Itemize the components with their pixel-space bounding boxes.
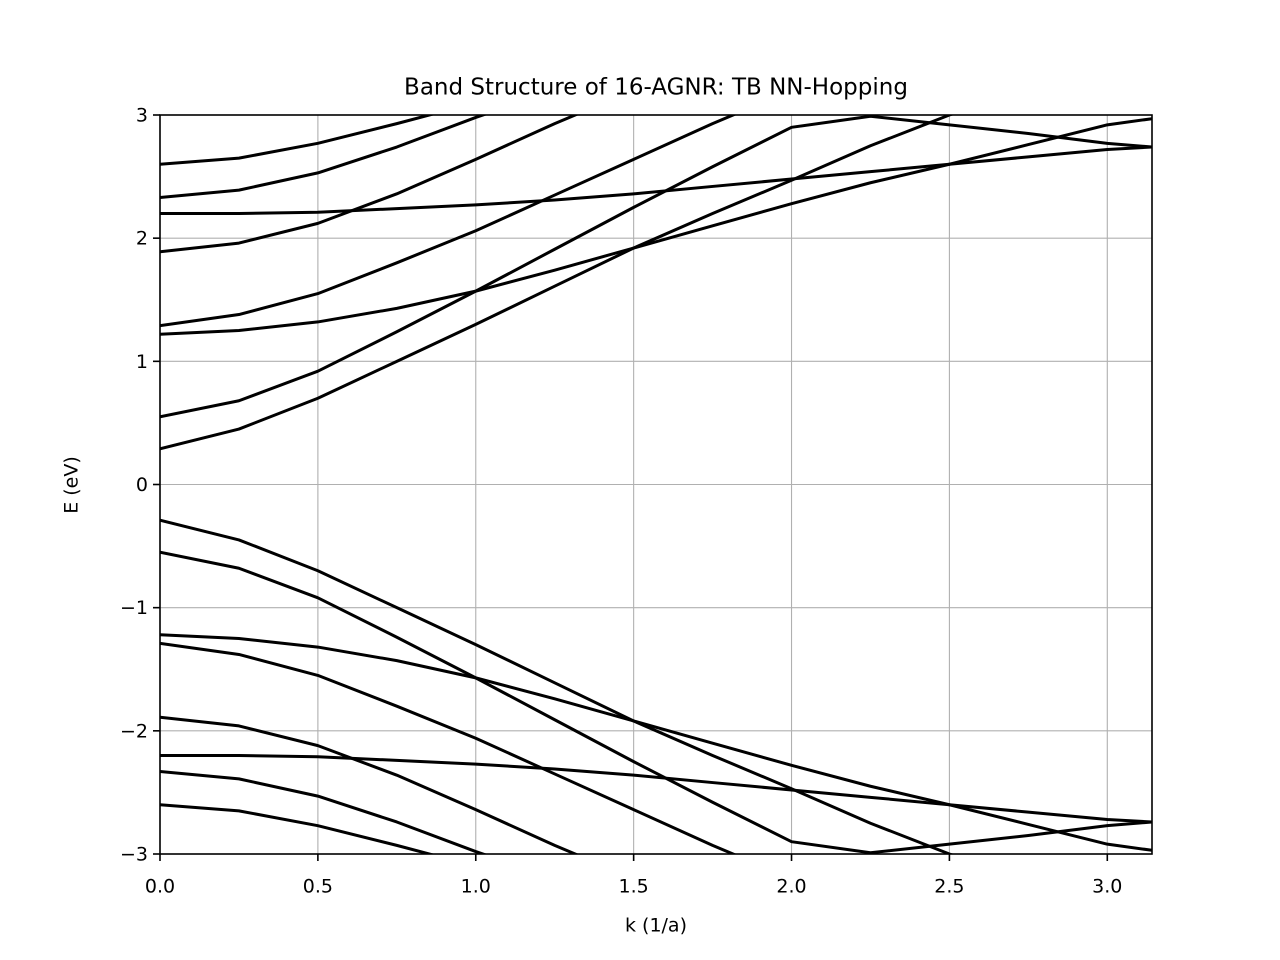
band-line xyxy=(160,115,436,166)
x-tick-label: 0.5 xyxy=(303,876,333,898)
band-line xyxy=(160,769,488,854)
band-line xyxy=(160,550,1152,854)
band-line xyxy=(160,115,1152,419)
ticks: 0.0 0.5 1.0 1.5 2.0 2.5 3.0 −3 −2 −1 0 1 2 3 xyxy=(120,105,1122,898)
x-tick-label: 1.5 xyxy=(619,876,649,898)
y-tick-label: 1 xyxy=(136,351,148,373)
band-line xyxy=(160,115,737,328)
band-line xyxy=(160,115,488,200)
band-line xyxy=(160,518,955,854)
y-tick-label: 2 xyxy=(136,228,148,250)
chart-title: Band Structure of 16-AGNR: TB NN-Hopping xyxy=(404,75,908,101)
y-tick-label: −1 xyxy=(120,597,148,619)
x-tick-label: 1.0 xyxy=(461,876,491,898)
band-line xyxy=(160,145,1152,216)
y-tick-label: −3 xyxy=(120,844,148,866)
x-tick-label: 3.0 xyxy=(1092,876,1122,898)
plot-area xyxy=(160,115,1152,854)
x-tick-label: 2.0 xyxy=(776,876,806,898)
band-line xyxy=(160,117,1152,336)
band-line xyxy=(160,633,1152,852)
y-tick-label: −2 xyxy=(120,720,148,742)
band-line xyxy=(160,803,436,854)
x-axis-label: k (1/a) xyxy=(625,915,687,937)
band-line xyxy=(160,115,580,254)
band-line xyxy=(160,641,737,854)
y-tick-label: 0 xyxy=(136,474,148,496)
band-line xyxy=(160,753,1152,824)
x-tick-label: 0.0 xyxy=(145,876,175,898)
band-line xyxy=(160,115,955,451)
x-tick-label: 2.5 xyxy=(934,876,964,898)
y-tick-label: 3 xyxy=(136,105,148,127)
band-line xyxy=(160,715,580,854)
y-axis-label: E (eV) xyxy=(61,456,83,514)
